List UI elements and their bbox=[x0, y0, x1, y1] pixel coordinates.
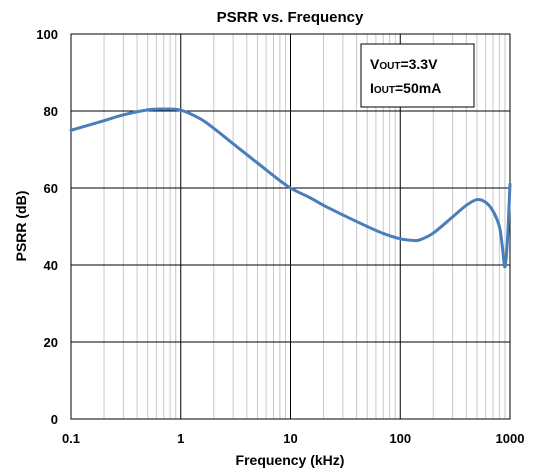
annotation-frame bbox=[360, 43, 475, 108]
annotation-iout-value: =50mA bbox=[395, 80, 441, 96]
series-line bbox=[69, 107, 512, 269]
y-tick-label: 80 bbox=[44, 104, 58, 119]
y-tick-label: 40 bbox=[44, 258, 58, 273]
y-tick-label: 20 bbox=[44, 335, 58, 350]
y-tick-label: 60 bbox=[44, 181, 58, 196]
annotation-vout-main: V bbox=[370, 56, 380, 72]
x-tick-labels: 0.1 1 10 100 1000 bbox=[62, 431, 525, 446]
y-tick-label: 100 bbox=[36, 27, 58, 42]
y-axis-label: PSRR (dB) bbox=[13, 191, 29, 262]
plot-frame bbox=[70, 33, 511, 420]
y-tick-labels: 0 20 40 60 80 100 bbox=[36, 27, 58, 427]
x-tick-label: 10 bbox=[283, 431, 297, 446]
x-axis-label: Frequency (kHz) bbox=[236, 452, 345, 468]
x-tick-label: 1 bbox=[177, 431, 184, 446]
x-tick-label: 1000 bbox=[496, 431, 525, 446]
annotation-iout-sub: OUT bbox=[374, 85, 395, 96]
x-tick-label: 0.1 bbox=[62, 431, 80, 446]
annotation-iout-main: I bbox=[370, 80, 374, 96]
chart-title: PSRR vs. Frequency bbox=[217, 9, 364, 26]
annotation-vout-sub: OUT bbox=[379, 61, 400, 72]
annotation-vout-value: =3.3V bbox=[400, 56, 438, 72]
y-tick-label: 0 bbox=[51, 412, 58, 427]
x-tick-label: 100 bbox=[389, 431, 411, 446]
annotation-box: VOUT=3.3V IOUT=50mA bbox=[360, 43, 475, 108]
annotation-iout: IOUT=50mA bbox=[370, 80, 441, 96]
annotation-vout: VOUT=3.3V bbox=[370, 56, 438, 72]
